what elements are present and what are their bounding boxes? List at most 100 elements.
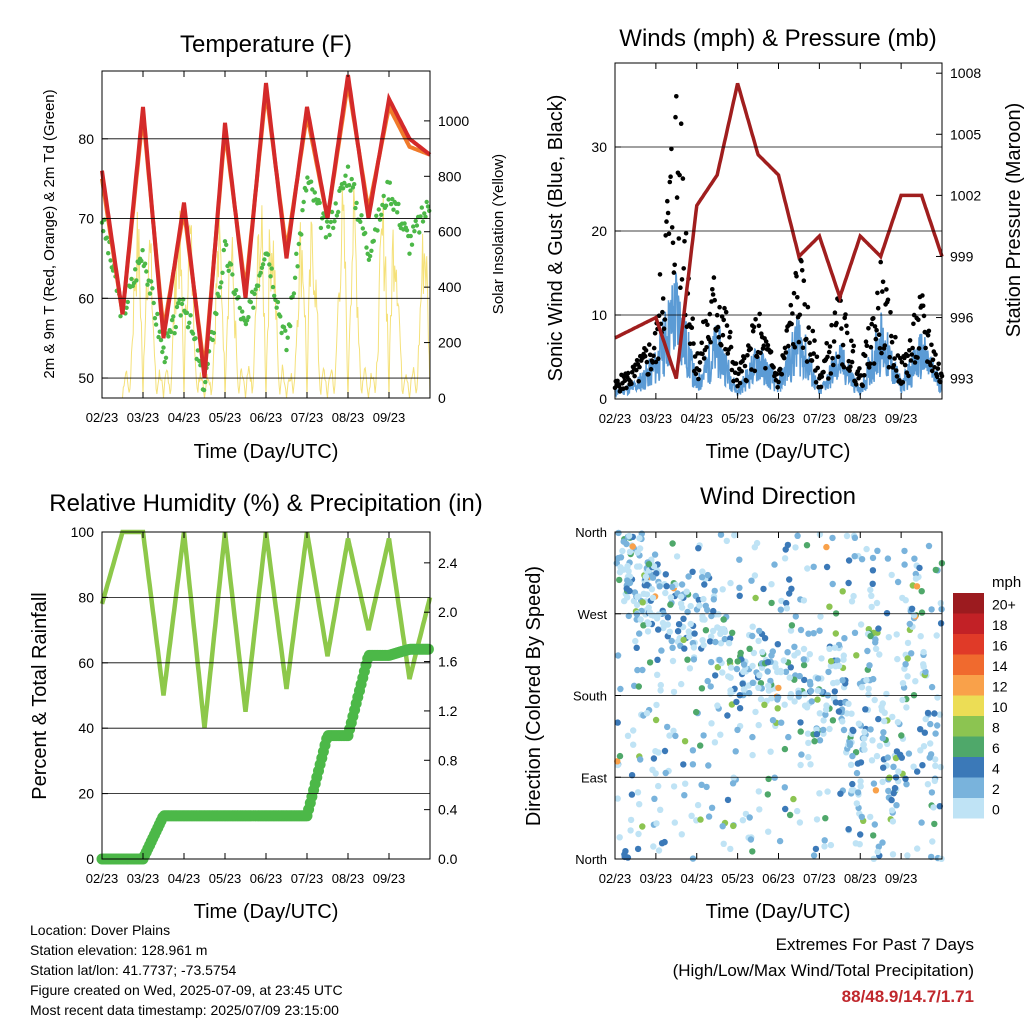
direction-point — [658, 647, 665, 654]
direction-point — [616, 569, 624, 576]
dewpoint-point — [291, 291, 297, 296]
humidity-y-label: Percent & Total Rainfall — [29, 592, 51, 800]
gust-point — [805, 304, 811, 310]
direction-point — [875, 625, 882, 632]
direction-point — [729, 629, 736, 636]
direction-x-tick-label: 04/23 — [680, 871, 713, 886]
direction-point — [912, 678, 919, 685]
humidity-y-tick-label: 0 — [86, 851, 94, 867]
dewpoint-point — [285, 335, 290, 340]
direction-point — [636, 535, 643, 542]
dewpoint-point — [226, 268, 231, 273]
direction-point — [855, 720, 863, 727]
direction-point — [926, 754, 933, 761]
dewpoint-point — [409, 242, 415, 247]
dewpoint-point — [414, 223, 420, 228]
humidity-x-ticks: 02/23 03/23 04/23 05/23 06/23 07/23 08/23 09/23 — [86, 532, 405, 886]
direction-point — [670, 688, 678, 696]
humidity-panel: Relative Humidity (%) & Precipitation (i… — [29, 490, 483, 923]
direction-point — [736, 705, 744, 712]
gust-point — [665, 210, 671, 216]
direction-point — [832, 630, 839, 637]
direction-point — [932, 762, 939, 769]
direction-point — [694, 801, 702, 809]
dewpoint-point — [169, 317, 175, 323]
direction-point — [628, 791, 636, 798]
humidity-line — [99, 529, 433, 729]
gust-point — [844, 330, 850, 336]
direction-point — [671, 819, 678, 826]
direction-point — [891, 784, 899, 792]
direction-point — [796, 672, 803, 680]
gust-point — [929, 342, 934, 348]
direction-point — [823, 543, 830, 551]
direction-point — [866, 662, 873, 669]
gust-point — [669, 146, 674, 152]
dewpoint-point — [281, 325, 287, 330]
gust-point — [916, 317, 921, 323]
direction-point — [910, 763, 917, 770]
direction-point — [875, 715, 882, 723]
temperature-plot-area — [99, 74, 432, 399]
dewpoint-point — [347, 183, 352, 188]
dewpoint-point — [331, 225, 336, 231]
direction-point — [717, 531, 725, 538]
gust-point — [741, 355, 747, 361]
direction-point — [756, 672, 763, 679]
direction-point — [733, 665, 741, 673]
gust-point — [763, 366, 768, 371]
direction-point — [925, 542, 933, 550]
direction-point — [888, 807, 896, 814]
dewpoint-point — [108, 258, 113, 263]
dewpoint-point — [288, 323, 293, 329]
gust-point — [707, 311, 713, 317]
dewpoint-point — [106, 251, 111, 256]
dewpoint-point — [216, 294, 221, 299]
gust-point — [801, 278, 807, 284]
gust-point — [825, 354, 830, 360]
winds-y-tick-label: 30 — [591, 139, 607, 155]
direction-point — [727, 664, 735, 671]
direction-point — [912, 570, 919, 578]
direction-point — [787, 664, 794, 671]
direction-point — [868, 757, 876, 764]
direction-point — [737, 649, 744, 657]
direction-point — [860, 741, 867, 748]
direction-x-tick-label: 07/23 — [803, 871, 836, 886]
gust-point — [850, 348, 856, 354]
direction-point — [765, 682, 772, 689]
direction-point — [764, 659, 772, 666]
direction-point — [839, 718, 846, 725]
gust-point — [848, 364, 853, 370]
direction-point — [784, 541, 792, 549]
gust-point — [902, 362, 908, 368]
direction-point — [633, 611, 641, 618]
gust-point — [799, 258, 804, 264]
direction-point — [921, 729, 928, 736]
direction-point — [757, 696, 765, 703]
gust-point — [813, 380, 819, 385]
dewpoint-point — [404, 228, 410, 233]
direction-point — [857, 778, 864, 785]
station-latlon: Station lat/lon: 41.7737; -73.5754 — [30, 962, 237, 978]
direction-point — [917, 747, 924, 754]
direction-point — [663, 583, 670, 590]
gust-point — [781, 355, 787, 361]
direction-point — [705, 762, 712, 769]
direction-point — [680, 636, 687, 644]
dewpoint-point — [172, 331, 177, 336]
direction-point — [801, 676, 808, 684]
gust-point — [677, 172, 682, 178]
direction-point — [792, 544, 799, 551]
direction-point — [858, 556, 866, 563]
direction-point — [771, 561, 778, 568]
dewpoint-point — [371, 238, 376, 244]
direction-point — [813, 731, 821, 738]
gust-point — [666, 231, 672, 237]
direction-point — [640, 622, 647, 629]
direction-point — [733, 698, 740, 706]
speed-legend-label: 18 — [992, 617, 1008, 633]
dewpoint-point — [178, 313, 183, 318]
dewpoint-point — [278, 314, 283, 319]
direction-x-tick-label: 05/23 — [721, 871, 754, 886]
